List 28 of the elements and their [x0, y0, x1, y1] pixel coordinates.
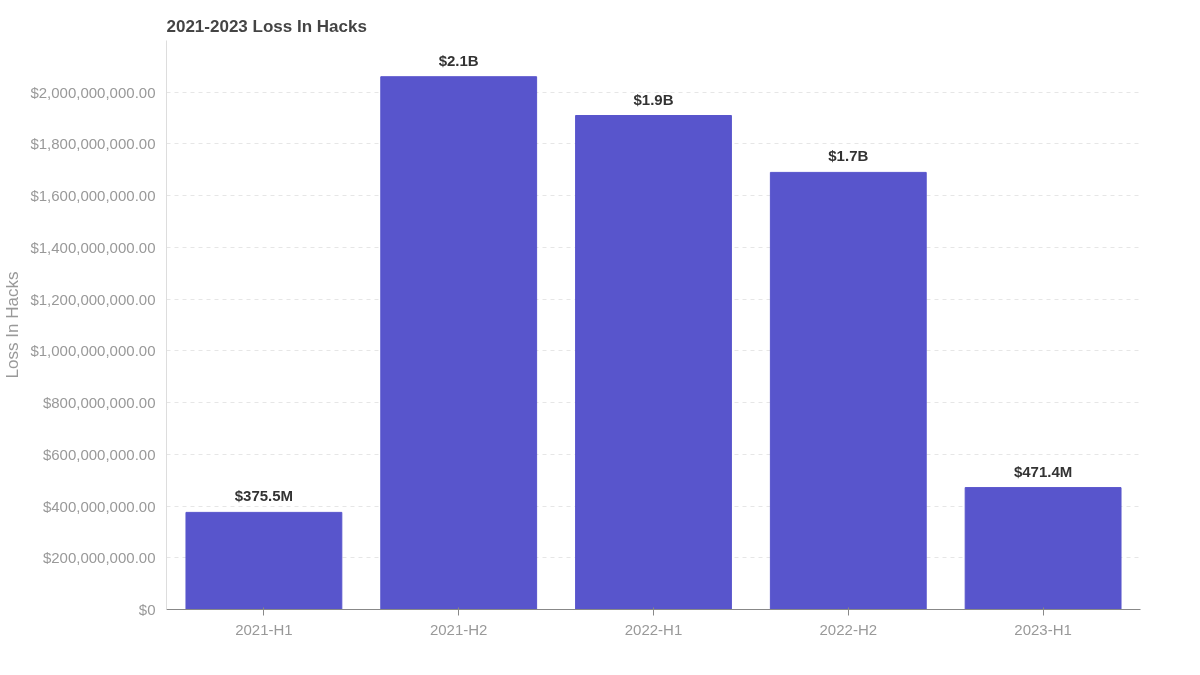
y-tick-label: $2,000,000,000.00 [30, 83, 156, 101]
y-tick-label: $1,000,000,000.00 [30, 342, 156, 360]
bar [769, 171, 927, 610]
data-label: $471.4M [1013, 462, 1073, 480]
data-label: $2.1B [438, 51, 479, 69]
x-tick-label: 2023-H1 [1014, 620, 1072, 638]
y-tick-label: $400,000,000.00 [42, 497, 156, 515]
bar [185, 511, 343, 610]
data-label: $375.5M [234, 487, 294, 505]
x-tick-label: 2022-H1 [624, 620, 683, 638]
y-tick-label: $600,000,000.00 [42, 445, 156, 463]
bar [964, 487, 1122, 610]
y-tick-label: $1,800,000,000.00 [30, 135, 156, 153]
x-tick-label: 2021-H2 [429, 620, 488, 638]
data-label: $1.7B [828, 147, 869, 165]
y-tick-label: $1,400,000,000.00 [30, 238, 156, 256]
data-label: $1.9B [633, 90, 674, 108]
y-tick-label: $1,200,000,000.00 [30, 290, 156, 308]
chart-title: 2021-2023 Loss In Hacks [166, 16, 367, 36]
bar [380, 76, 538, 610]
x-tick-label: 2021-H1 [235, 620, 293, 638]
y-tick-label: $0 [138, 601, 156, 618]
bar [575, 115, 732, 610]
x-tick-label: 2022-H2 [819, 620, 878, 638]
y-tick-label: $200,000,000.00 [42, 549, 156, 567]
y-axis-title: Loss In Hacks [3, 271, 23, 379]
y-tick-label: $1,600,000,000.00 [30, 187, 156, 205]
y-tick-label: $800,000,000.00 [42, 394, 156, 412]
